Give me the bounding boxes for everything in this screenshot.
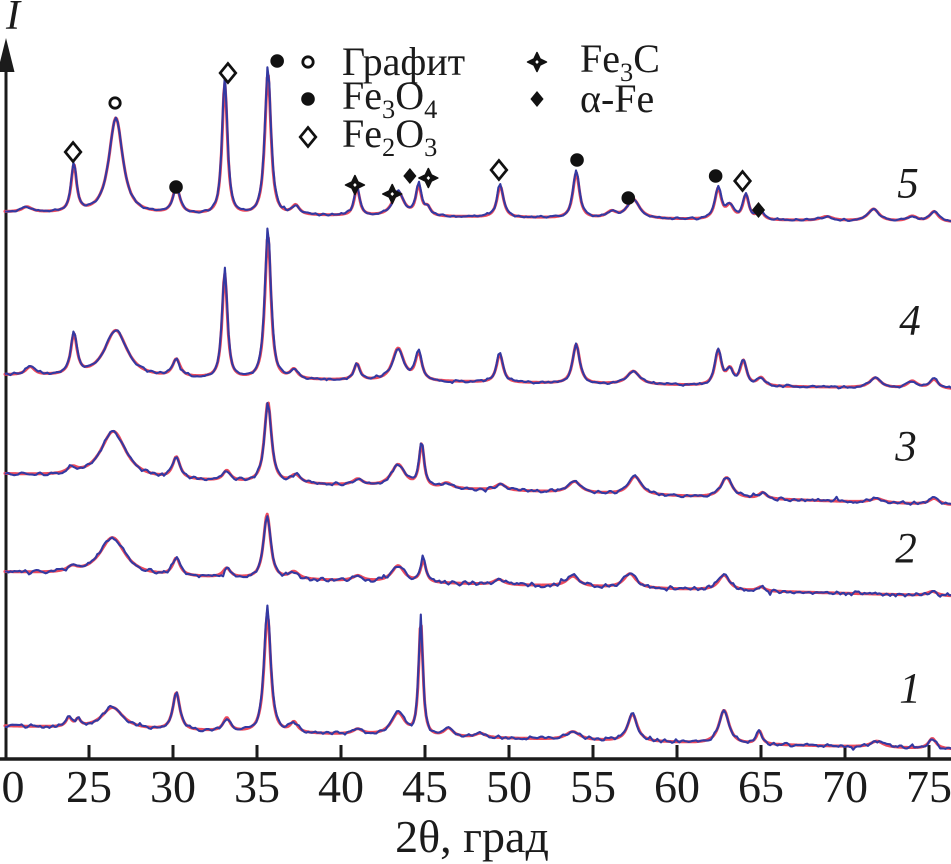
x-tick-label-50: 50 <box>486 761 532 812</box>
x-tick-label-75: 75 <box>906 761 951 812</box>
x-tick-label-45: 45 <box>402 761 448 812</box>
experimental-line-blue-2 <box>5 515 951 598</box>
fe3c-marker-icon <box>418 167 439 189</box>
fe3o4-marker-icon <box>570 153 584 167</box>
curve-label-4: 4 <box>899 297 921 345</box>
xrd-pattern-5 <box>3 66 951 223</box>
fe3c-marker-icon <box>344 174 366 196</box>
y-axis-arrow-icon <box>0 38 15 72</box>
fit-line-red-5 <box>3 74 951 223</box>
alpha-fe-marker-icon <box>403 168 417 184</box>
xrd-pattern-3 <box>3 401 951 506</box>
x-tick-label-25: 25 <box>66 761 112 812</box>
curve-label-3: 3 <box>895 423 917 471</box>
curve-label-2: 2 <box>895 525 917 573</box>
fe3o4-marker-icon <box>270 54 284 68</box>
x-tick-label-55: 55 <box>570 761 616 812</box>
alpha-fe-marker-icon <box>751 202 766 218</box>
fe2o3-marker-icon <box>732 169 753 193</box>
x-tick-label-40: 40 <box>318 761 364 812</box>
experimental-line-blue-5 <box>5 66 951 223</box>
x-axis-title: 2θ, град <box>395 811 549 862</box>
curve-label-1: 1 <box>899 665 921 713</box>
fit-line-red-1 <box>3 611 951 751</box>
experimental-line-blue-1 <box>4 604 951 751</box>
fe3o4-marker-icon <box>708 169 723 183</box>
curve-label-5: 5 <box>897 160 919 208</box>
x-tick-label-65: 65 <box>738 761 784 812</box>
fe3o4-marker-icon <box>621 191 636 205</box>
x-tick-label-60: 60 <box>654 761 700 812</box>
x-tick-label-0: 0 <box>1 761 25 812</box>
xrd-pattern-1 <box>3 604 951 751</box>
graphite-marker-icon <box>108 96 122 110</box>
xrd-pattern-2 <box>3 512 951 598</box>
experimental-line-blue-4 <box>4 227 951 390</box>
fe3c-marker-icon <box>381 183 403 205</box>
y-axis-label: I <box>6 0 20 39</box>
fe3o4-marker-icon <box>169 180 183 194</box>
x-tick-label-70: 70 <box>822 761 868 812</box>
fit-line-red-4 <box>3 236 951 390</box>
fe2o3-marker-icon <box>218 61 238 85</box>
x-tick-label-35: 35 <box>234 761 280 812</box>
fe2o3-marker-icon <box>489 158 509 182</box>
x-tick-label-30: 30 <box>150 761 196 812</box>
fe2o3-marker-icon <box>63 140 83 164</box>
phase-markers-curve-5 <box>63 54 766 218</box>
experimental-line-blue-3 <box>4 401 951 506</box>
xrd-pattern-4 <box>3 227 951 390</box>
